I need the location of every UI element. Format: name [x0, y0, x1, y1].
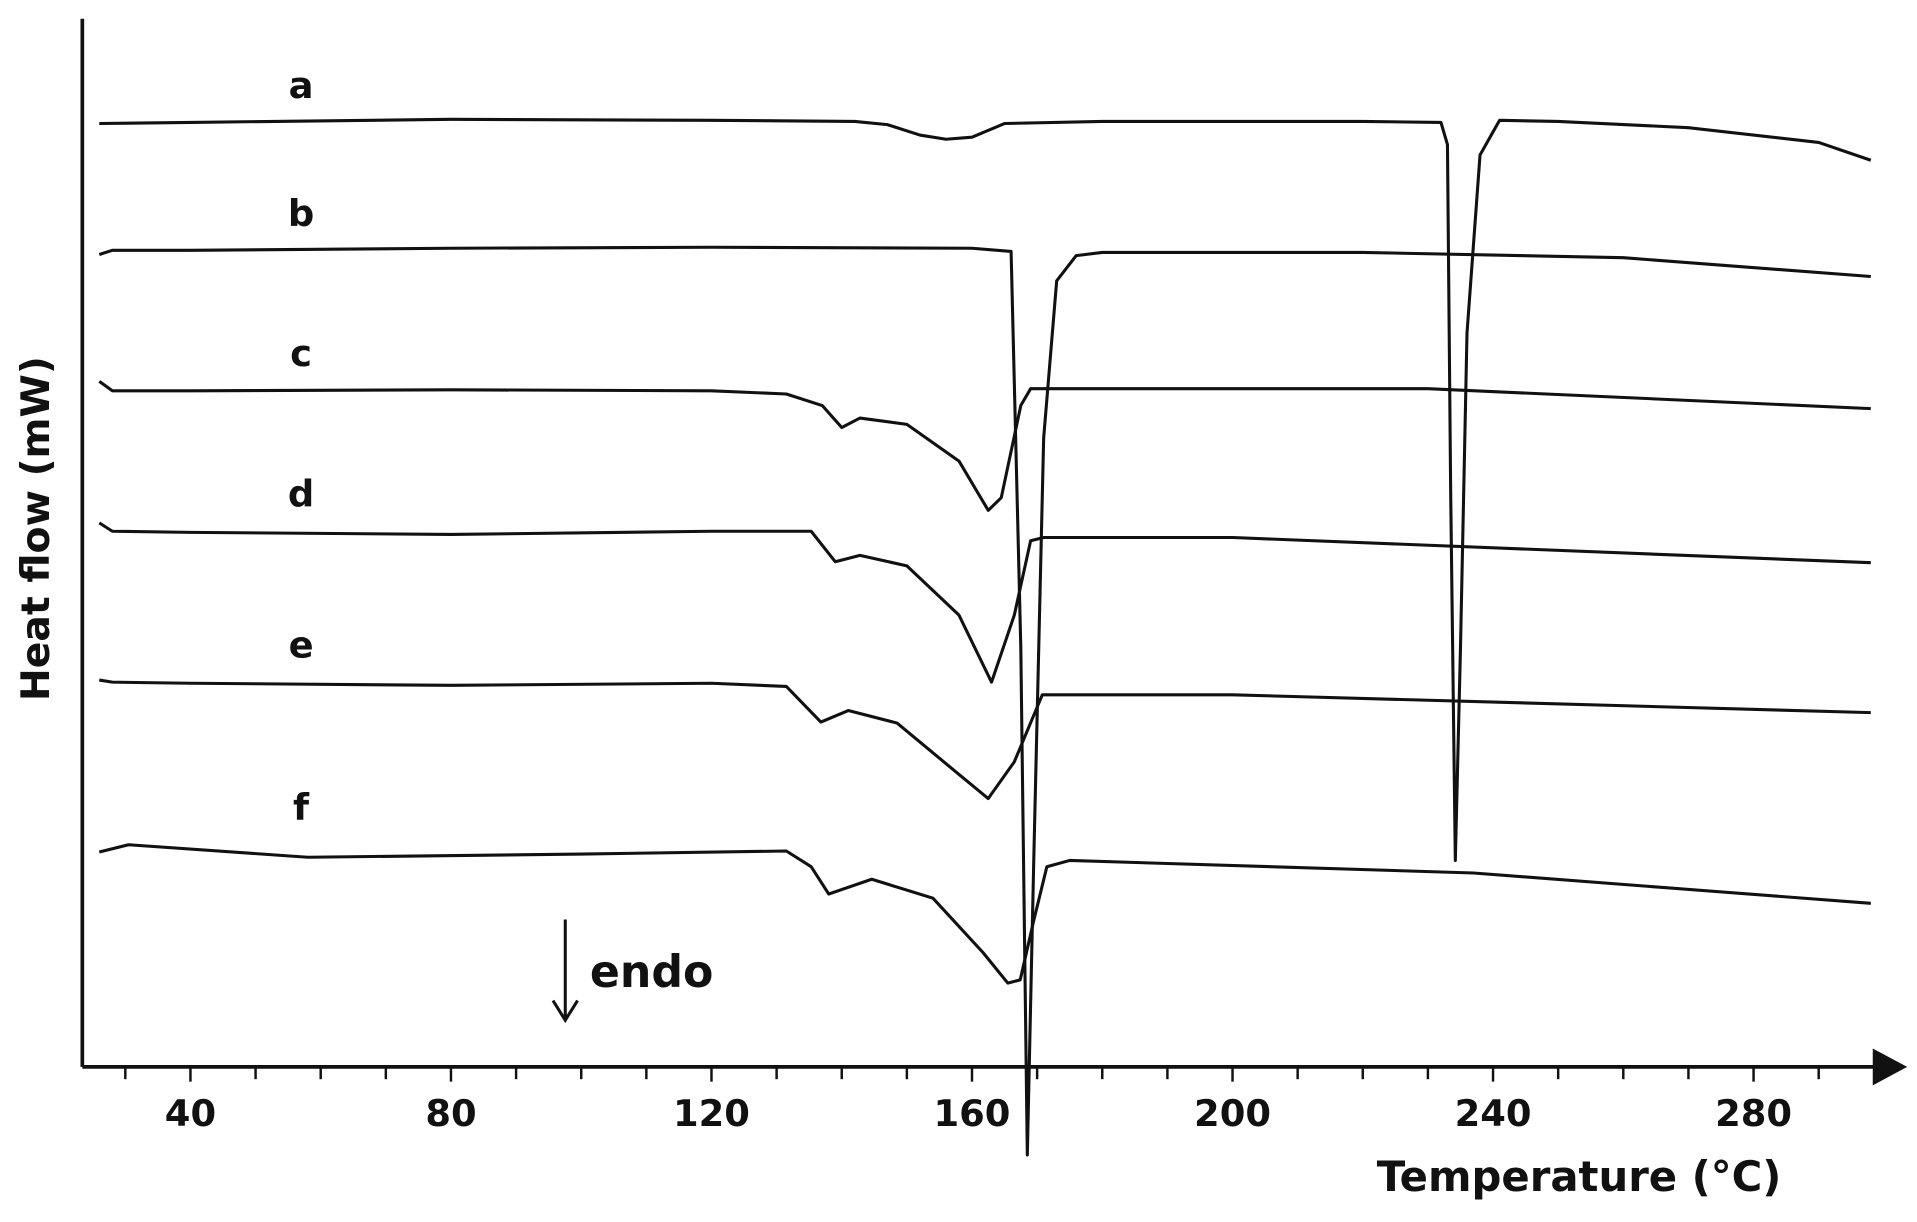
endo-arrow-head — [551, 999, 579, 1024]
x-tick-label: 200 — [1194, 1092, 1271, 1135]
x-axis-arrow — [1872, 1048, 1908, 1086]
dsc-curve — [99, 117, 1872, 862]
x-axis-title: Temperature (°C) — [1377, 1152, 1782, 1201]
x-tick-label: 240 — [1455, 1092, 1532, 1135]
curve-label: d — [288, 473, 314, 516]
curve-label: f — [293, 786, 310, 829]
dsc-curve — [98, 380, 1871, 512]
dsc-curve — [98, 843, 1871, 985]
y-axis-title: Heat flow (mW) — [14, 356, 59, 701]
x-tick-label: 80 — [425, 1092, 476, 1135]
x-tick-label: 160 — [934, 1092, 1011, 1135]
curve-label: b — [288, 192, 314, 235]
curve-label: a — [289, 64, 314, 107]
curve-label: e — [289, 624, 314, 667]
dsc-curve — [99, 678, 1871, 801]
curve-label: c — [290, 332, 312, 375]
dsc-curve — [98, 521, 1871, 684]
annotation: endo — [590, 947, 714, 998]
x-tick-label: 280 — [1715, 1092, 1792, 1135]
dsc-curve — [98, 245, 1871, 1157]
x-tick-label: 120 — [673, 1092, 750, 1135]
x-tick-label: 40 — [165, 1092, 216, 1135]
